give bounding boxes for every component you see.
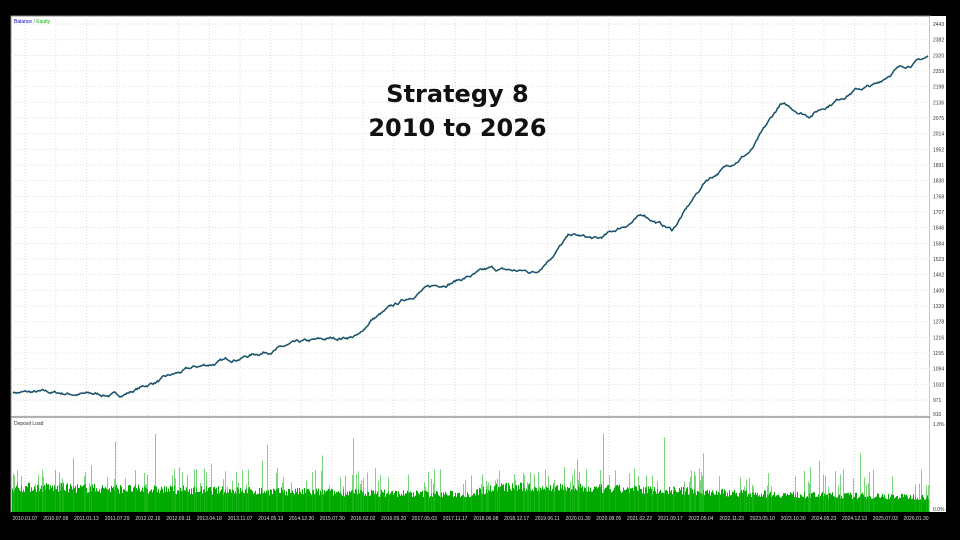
x-tick-label: 2015.07.30 (320, 516, 345, 522)
x-tick-label: 2022.05.04 (688, 516, 713, 522)
deposit-y-min: 0.0% (933, 507, 945, 513)
x-tick-label: 2022.11.23 (719, 516, 744, 522)
x-tick-label: 2013.11.07 (228, 516, 253, 522)
deposit-load-title: Deposit Load (14, 421, 44, 427)
x-tick-label: 2012.09.11 (166, 516, 191, 522)
x-tick-label: 2023.10.30 (781, 516, 806, 522)
x-tick-label: 2021.02.22 (627, 516, 652, 522)
x-tick-label: 2021.09.17 (658, 516, 683, 522)
y-tick-label: 1032 (933, 382, 944, 388)
balance-line (12, 55, 929, 398)
y-tick-label: 1952 (933, 147, 944, 153)
x-tick-label: 2025.07.03 (873, 516, 898, 522)
legend-equity: Equity (36, 19, 50, 25)
y-tick-label: 2136 (933, 100, 944, 106)
axis-background (930, 16, 946, 512)
y-tick-label: 1646 (933, 226, 944, 232)
y-tick-label: 1278 (933, 320, 944, 326)
y-tick-label: 2198 (933, 85, 944, 91)
x-tick-label: 2010.01.07 (12, 516, 37, 522)
x-tick-label: 2020.01.30 (566, 516, 591, 522)
x-tick-label: 2018.12.17 (504, 516, 529, 522)
x-tick-label: 2019.06.11 (535, 516, 560, 522)
y-tick-label: 2014 (933, 132, 944, 138)
y-tick-label: 1339 (933, 304, 944, 310)
legend: Balance / Equity (14, 19, 51, 25)
x-tick-label: 2011.01.13 (74, 516, 99, 522)
y-tick-label: 2320 (933, 53, 944, 59)
y-tick-label: 1155 (933, 351, 944, 357)
x-tick-label: 2010.07.08 (43, 516, 68, 522)
x-tick-label: 2011.07.29 (105, 516, 130, 522)
y-tick-label: 1523 (933, 257, 944, 263)
x-tick-label: 2020.08.05 (596, 516, 621, 522)
overlay-title: Strategy 8 (386, 80, 529, 108)
x-axis-strip (11, 512, 946, 524)
x-tick-label: 2012.02.16 (135, 516, 160, 522)
y-tick-label: 2382 (933, 38, 944, 44)
y-tick-label: 2443 (933, 22, 944, 28)
y-tick-label: 1216 (933, 335, 944, 341)
y-tick-label: 1400 (933, 288, 944, 294)
x-tick-label: 2018.06.08 (473, 516, 498, 522)
x-tick-label: 2026.01.30 (903, 516, 928, 522)
y-tick-label: 2075 (933, 116, 944, 122)
x-tick-label: 2024.12.13 (842, 516, 867, 522)
deposit-y-max: 1.8% (933, 422, 945, 428)
x-tick-label: 2023.05.10 (750, 516, 775, 522)
x-tick-label: 2016.09.20 (381, 516, 406, 522)
deposit-bars (12, 433, 929, 512)
y-tick-label: 1707 (933, 210, 944, 216)
y-tick-label: 910 (933, 412, 942, 418)
plot-background (10, 15, 931, 513)
y-tick-label: 2259 (933, 69, 944, 75)
y-tick-label: 971 (933, 398, 942, 404)
x-tick-label: 2024.05.23 (811, 516, 836, 522)
y-tick-label: 1891 (933, 163, 944, 169)
x-tick-label: 2016.02.02 (350, 516, 375, 522)
x-tick-label: 2014.12.30 (289, 516, 314, 522)
x-tick-label: 2014.05.13 (258, 516, 283, 522)
overlay-subtitle: 2010 to 2026 (368, 114, 547, 142)
y-tick-label: 1094 (933, 367, 944, 373)
y-tick-label: 1584 (933, 241, 944, 247)
x-tick-label: 2017.11.17 (443, 516, 468, 522)
y-tick-label: 1830 (933, 179, 944, 185)
x-tick-label: 2017.05.03 (412, 516, 437, 522)
y-tick-label: 1462 (933, 273, 944, 279)
y-tick-label: 1768 (933, 194, 944, 200)
legend-balance: Balance (14, 19, 32, 25)
x-tick-label: 2013.04.18 (197, 516, 222, 522)
